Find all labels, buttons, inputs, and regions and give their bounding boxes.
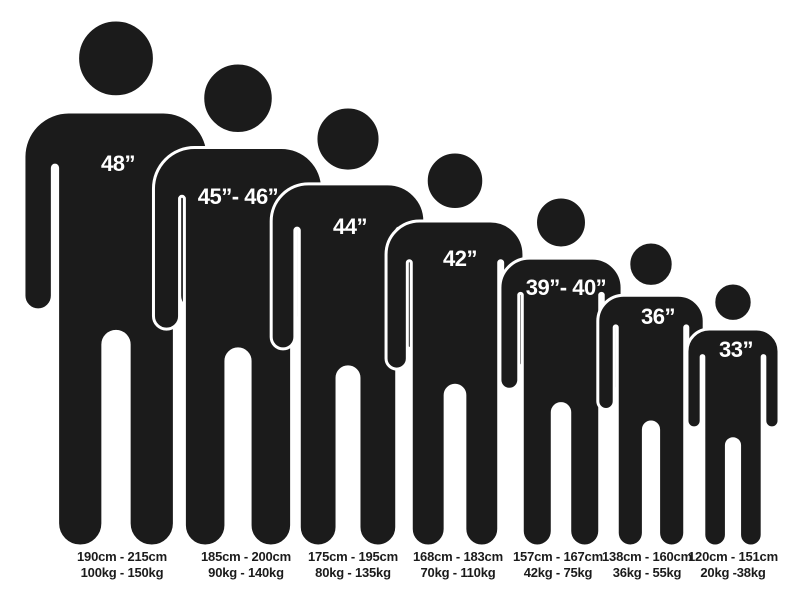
height-range: 175cm - 195cm — [308, 549, 398, 564]
weight-range: 20kg -38kg — [700, 564, 766, 580]
figure-specs: 138cm - 160cm 36kg - 55kg — [577, 549, 717, 580]
size-label: 44” — [333, 214, 367, 239]
weight-range: 90kg - 140kg — [208, 564, 284, 580]
figure-specs: 120cm - 151cm 20kg -38kg — [663, 549, 800, 580]
figure-specs: 190cm - 215cm 100kg - 150kg — [52, 549, 192, 580]
weight-range: 36kg - 55kg — [612, 564, 682, 580]
weight-range: 100kg - 150kg — [80, 564, 164, 580]
height-range: 138cm - 160cm — [602, 549, 692, 564]
size-label: 45”- 46” — [198, 184, 278, 209]
figure-specs: 168cm - 183cm 70kg - 110kg — [388, 549, 528, 580]
figure-specs: 185cm - 200cm 90kg - 140kg — [176, 549, 316, 580]
height-range: 168cm - 183cm — [413, 549, 503, 564]
height-range: 120cm - 151cm — [688, 549, 778, 564]
height-range: 190cm - 215cm — [77, 549, 167, 564]
size-label: 48” — [101, 151, 135, 176]
size-label: 33” — [719, 337, 753, 362]
height-range: 157cm - 167cm — [513, 549, 603, 564]
weight-range: 42kg - 75kg — [523, 564, 593, 580]
weight-range: 70kg - 110kg — [420, 564, 496, 580]
weight-range: 80kg - 135kg — [315, 564, 391, 580]
size-label: 39”- 40” — [526, 275, 606, 300]
size-label: 42” — [443, 246, 477, 271]
figure-specs: 157cm - 167cm 42kg - 75kg — [488, 549, 628, 580]
figure-specs: 175cm - 195cm 80kg - 135kg — [283, 549, 423, 580]
height-range: 185cm - 200cm — [201, 549, 291, 564]
size-label: 36” — [641, 304, 675, 329]
